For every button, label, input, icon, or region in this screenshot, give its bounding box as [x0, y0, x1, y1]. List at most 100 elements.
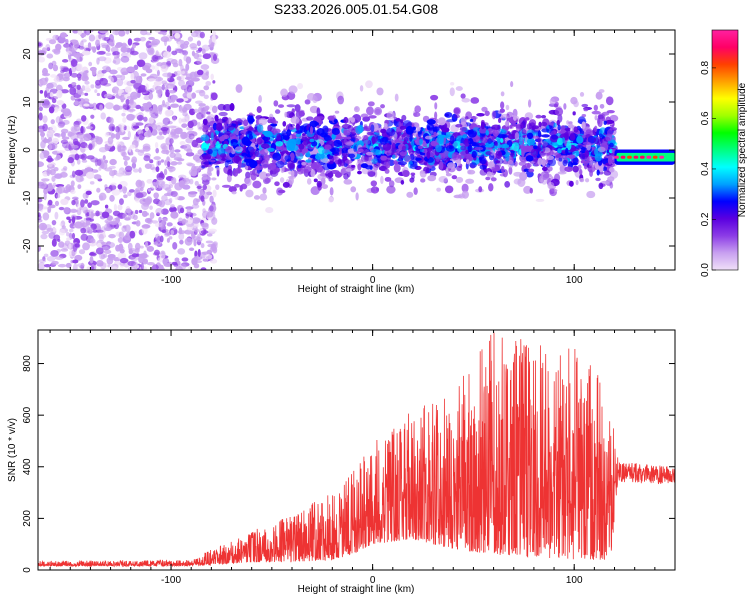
- spectrogram-cell: [48, 39, 57, 45]
- spectrogram-cell: [149, 88, 155, 93]
- spectrogram-cell: [108, 256, 115, 261]
- spectrogram-cell: [189, 43, 198, 49]
- spectrogram-cell: [287, 159, 295, 169]
- spectrogram-cell: [70, 72, 78, 78]
- spectrogram-cell: [314, 122, 320, 126]
- spectrogram-cell: [371, 158, 378, 164]
- spectrogram-cell: [158, 200, 166, 208]
- spectrogram-cell: [39, 185, 45, 189]
- spectrogram-cell: [212, 31, 217, 36]
- spectrogram-cell: [235, 118, 243, 125]
- spectrogram-cell: [130, 72, 135, 81]
- spectrogram-cell: [579, 178, 585, 183]
- spectrogram-cell: [65, 262, 72, 268]
- spectrogram-cell: [479, 127, 487, 134]
- spectrogram-cell: [122, 213, 128, 219]
- spectrogram-cell: [130, 151, 134, 156]
- spectrogram-cell: [337, 95, 345, 105]
- spectrogram-cell: [115, 125, 120, 133]
- spectrogram-cell: [181, 123, 188, 128]
- spectrogram-cell: [62, 242, 69, 251]
- spectrogram-cell: [122, 186, 127, 194]
- spectrogram-cell: [177, 70, 186, 75]
- colorbar-frame: [711, 29, 739, 271]
- spectrogram-cell: [244, 164, 249, 171]
- spectrogram-cell: [209, 138, 217, 147]
- spectrogram-cell: [581, 121, 586, 129]
- spectrogram-cell: [481, 106, 488, 112]
- spectrogram-cell: [40, 140, 46, 149]
- spectrogram-cell: [39, 90, 44, 94]
- spectrogram-cell: [164, 160, 168, 166]
- spectrogram-cell: [556, 119, 560, 126]
- spectrogram-cell: [127, 242, 133, 251]
- spectrogram-cell: [551, 134, 558, 140]
- spectrogram-cell: [48, 184, 56, 190]
- spectrogram-cell: [93, 174, 102, 180]
- spectrogram-cell: [455, 176, 464, 183]
- spectrogram-cell: [360, 163, 369, 169]
- spectrogram-cell: [200, 222, 209, 228]
- spectrogram-cell: [62, 166, 68, 171]
- spectrogram-cell: [85, 190, 92, 196]
- spectrogram-cell: [491, 110, 497, 120]
- spectrogram-cell: [171, 261, 178, 266]
- spectrogram-cell: [133, 214, 138, 221]
- spectrogram-cell: [506, 111, 514, 117]
- spectrogram-cell: [310, 186, 320, 196]
- spectrogram-cell: [161, 145, 168, 153]
- colorbar-ticks: 0.0 0.2 0.4 0.6 0.8: [700, 61, 716, 277]
- spectrogram-cell: [311, 161, 321, 169]
- spectrogram-cell: [131, 253, 139, 258]
- spectrogram-cell: [659, 155, 665, 159]
- spectrogram-cell: [200, 242, 205, 249]
- spectrogram-cell: [356, 140, 365, 147]
- spectrogram-cell: [479, 169, 488, 176]
- spectrogram-cell: [460, 145, 467, 151]
- spectrogram-cell: [298, 143, 305, 150]
- spectrogram-cell: [179, 43, 189, 49]
- spectrogram-cell: [57, 123, 65, 127]
- spectrogram-cell: [86, 266, 91, 270]
- spectrogram-cell: [80, 126, 86, 134]
- spectrogram-cell: [122, 117, 127, 123]
- spectrogram-cell: [492, 129, 499, 137]
- spectrogram-cell: [508, 166, 513, 175]
- spectrogram-cell: [104, 167, 113, 172]
- spectrogram-cell: [272, 152, 282, 161]
- spectrogram-cell: [146, 262, 155, 266]
- spectrogram-cell: [133, 262, 138, 269]
- spectrogram-cell: [46, 157, 54, 162]
- colorbar-tick-label: 0.2: [700, 212, 711, 226]
- spectrogram-cell: [192, 154, 201, 161]
- spectrogram-cell: [196, 185, 202, 190]
- spectrogram-cell: [127, 130, 131, 139]
- spectrogram-cell: [49, 92, 54, 98]
- spectrogram-cell: [38, 106, 43, 112]
- spectrogram-cell: [41, 47, 47, 55]
- spectrogram-cell: [98, 192, 107, 201]
- spectrogram-cell: [210, 159, 216, 163]
- spectrogram-cell: [174, 48, 184, 53]
- colorbar-label: Normalized spectral amplitude: [737, 82, 748, 217]
- spectrogram-cell: [327, 115, 335, 121]
- spectrogram-cell: [605, 133, 613, 142]
- spectrogram-cell: [178, 232, 185, 241]
- spectrogram-cell: [107, 46, 111, 53]
- spectrogram-cell: [119, 145, 128, 152]
- spectrogram-cell: [480, 121, 485, 130]
- spectrogram-cell: [609, 114, 619, 122]
- spectrogram-cell: [151, 264, 160, 270]
- spectrogram-cell: [452, 140, 462, 149]
- spectrogram-cell: [139, 245, 144, 249]
- spectrogram-cell: [143, 116, 148, 122]
- spectrogram-cell: [63, 72, 71, 79]
- spectrogram-cell: [362, 135, 368, 139]
- spectrogram-cell: [135, 220, 141, 227]
- spectrogram-cell: [203, 105, 209, 113]
- spectrogram-cell: [51, 260, 59, 265]
- spectrogram-cell: [153, 80, 162, 86]
- spectrogram-cell: [128, 189, 135, 193]
- spectrogram-cell: [105, 66, 111, 73]
- spectrogram-cell: [402, 170, 410, 178]
